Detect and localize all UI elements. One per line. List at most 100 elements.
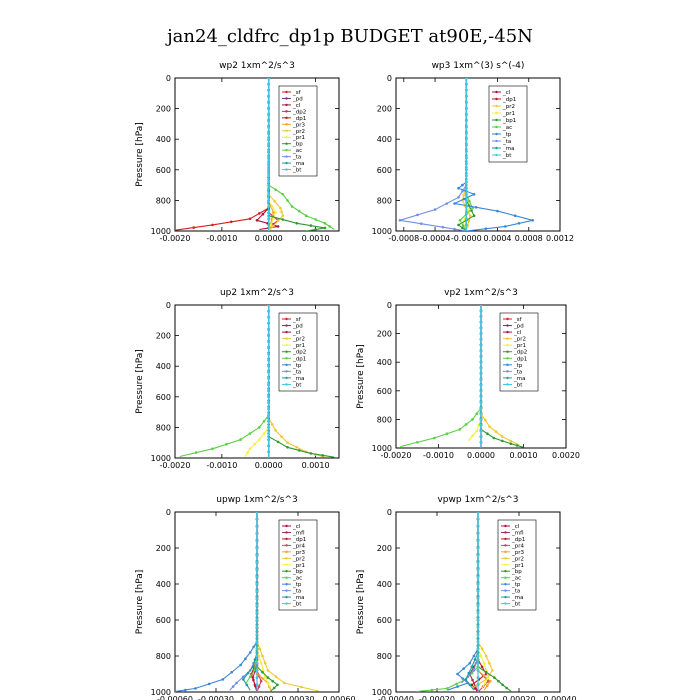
series-marker	[509, 439, 513, 443]
series-marker	[267, 205, 271, 208]
series-marker	[496, 209, 499, 213]
series-marker	[272, 686, 276, 690]
series-marker	[255, 661, 259, 665]
series-marker	[267, 305, 270, 307]
legend-marker	[285, 563, 288, 566]
y-tick-label: 800	[377, 415, 392, 424]
legend-marker	[285, 148, 288, 152]
series-marker	[251, 665, 255, 669]
series-marker	[479, 349, 483, 353]
y-tick-label: 200	[377, 544, 392, 553]
legend-label: _ta	[292, 589, 301, 595]
legend-marker	[285, 123, 288, 126]
figure-title: jan24_cldfrc_dp1p BUDGET at90E,-45N	[165, 26, 533, 47]
series-marker	[274, 211, 278, 214]
series-marker	[465, 223, 468, 227]
series-marker	[229, 220, 233, 224]
series-marker	[253, 669, 256, 672]
series-marker	[267, 401, 271, 405]
series-marker	[465, 82, 468, 86]
y-axis-label: Pressure [hPa]	[135, 122, 145, 187]
series-marker	[194, 687, 197, 690]
series-marker	[441, 225, 445, 229]
y-tick-label: 600	[377, 387, 392, 396]
legend: _cl_dp1_pr2_pr1_bp1_ac_tp_ta_ma_bt	[488, 85, 528, 163]
series-marker	[267, 199, 271, 202]
legend-label: _pr4	[292, 543, 306, 549]
legend-label: _bt	[292, 382, 302, 388]
legend-marker	[285, 343, 288, 347]
series-marker	[267, 383, 271, 386]
series-marker	[479, 309, 483, 313]
series-marker	[470, 665, 474, 669]
legend-marker	[285, 97, 288, 100]
legend-marker	[285, 544, 288, 547]
legend-marker	[506, 330, 509, 334]
series-marker	[465, 95, 468, 98]
y-tick-label: 1000	[151, 688, 171, 697]
series-marker	[479, 355, 483, 358]
series-marker	[255, 625, 259, 629]
series-marker	[465, 205, 468, 208]
series-marker	[465, 131, 468, 135]
series-marker	[255, 561, 259, 564]
legend-label: _bt	[292, 602, 302, 608]
panel-6: vpwp 1xm^2/s^3 0 200 400 600 800 1000-0.00040-…	[356, 495, 577, 700]
plot-frame	[174, 304, 340, 459]
series-marker	[445, 432, 449, 436]
legend-marker	[506, 350, 509, 353]
x-tick-label: 0.0020	[552, 451, 580, 460]
series-marker	[255, 633, 259, 636]
series-marker	[487, 676, 490, 679]
series-marker	[309, 224, 313, 227]
series-marker	[248, 217, 252, 221]
series-marker	[465, 156, 468, 159]
series-marker	[465, 101, 468, 104]
legend: _sf_pd_cl_pr2_pr1_dp2_dp1_tp_ta_ma_bt	[499, 312, 539, 392]
legend-marker	[506, 337, 509, 340]
series-marker	[497, 679, 500, 683]
legend-marker	[504, 557, 507, 560]
series-marker	[462, 194, 466, 197]
series-marker	[472, 669, 476, 672]
series-marker	[416, 213, 419, 217]
legend-marker	[285, 595, 288, 599]
legend-marker	[504, 531, 507, 534]
panel-4: vp2 1xm^2/s^3 0 200 400 600 800 1000-0.0020 -0.…	[356, 288, 580, 460]
legend-marker	[285, 324, 288, 327]
legend-marker	[504, 563, 507, 566]
legend-label: _pr3	[292, 550, 306, 556]
series-marker	[267, 78, 270, 80]
series-marker	[258, 426, 261, 429]
series-marker	[476, 661, 480, 665]
legend-marker	[285, 90, 288, 94]
legend: _cl_mfl_dp1_pr4_pr3_pr2_pr1_bp_ac_tp_ta_…	[278, 519, 318, 611]
series-marker	[323, 226, 327, 230]
series-marker	[488, 425, 491, 428]
legend-label: _pd	[292, 324, 303, 330]
y-tick-label: 200	[156, 105, 171, 114]
legend-label: _pr1	[513, 343, 526, 349]
x-tick-label: -0.0004	[420, 234, 451, 243]
series-marker	[430, 688, 434, 692]
series-marker	[479, 315, 483, 318]
series-marker	[267, 309, 271, 313]
series-marker	[484, 669, 488, 672]
legend-label: _tp	[292, 582, 302, 588]
x-tick-label: 0.00000	[240, 695, 273, 700]
legend-label: _pr2	[502, 104, 515, 110]
series-marker	[267, 82, 271, 86]
series-line-dp1	[179, 305, 270, 458]
panel-title: upwp 1xm^2/s^3	[216, 495, 297, 505]
series-marker	[465, 211, 468, 214]
series-marker	[468, 214, 472, 217]
series-marker	[453, 227, 456, 231]
legend-label: _cl	[292, 330, 301, 336]
legend-label: _pr4	[511, 543, 525, 549]
y-axis-label: Pressure [hPa]	[135, 570, 145, 635]
series-marker	[479, 423, 483, 427]
y-tick-label: 1000	[372, 444, 392, 453]
y-axis-label: Pressure [hPa]	[356, 344, 366, 409]
series-marker	[262, 420, 266, 423]
